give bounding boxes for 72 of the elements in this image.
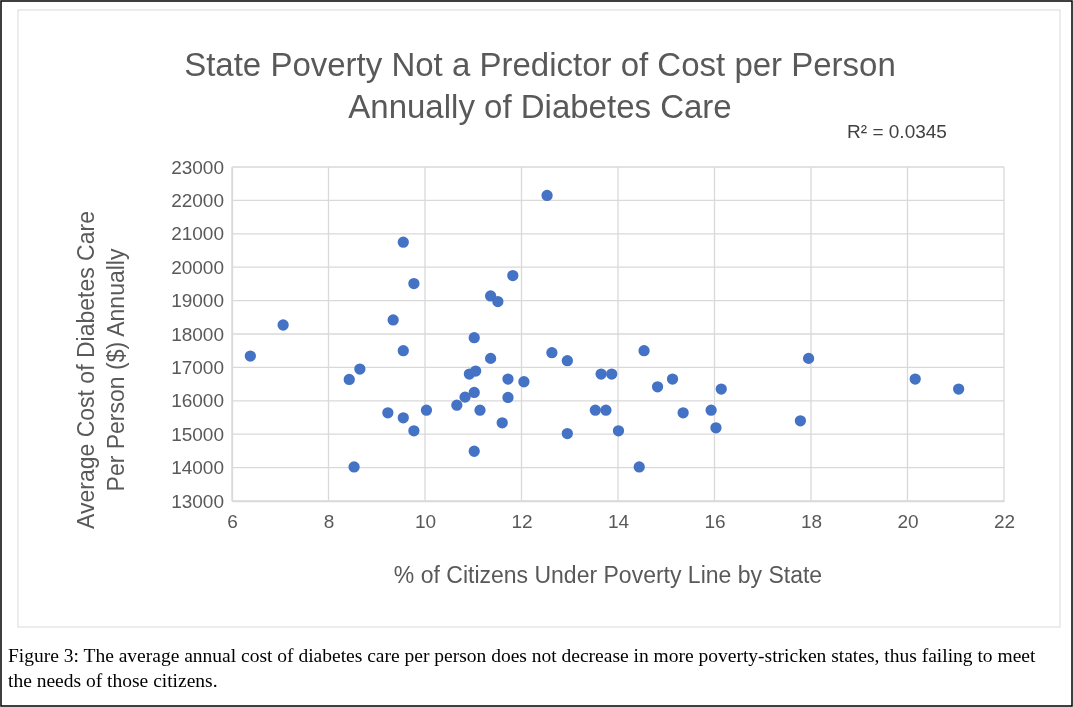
- point: [802, 352, 815, 365]
- x-tick-label: 20: [897, 511, 919, 533]
- caption: Figure 3: The average annual cost of diabetes care per person does not decrease in more poverty-stricken states, thus failing to meet the needs of those citizens.: [8, 645, 1036, 691]
- point: [474, 404, 486, 416]
- point: [651, 381, 664, 393]
- point: [677, 407, 689, 419]
- point: [451, 399, 463, 411]
- point: [546, 347, 558, 359]
- point: [909, 373, 921, 385]
- x-tick-label: 12: [511, 511, 533, 533]
- point: [710, 422, 722, 434]
- point: [492, 295, 504, 308]
- point: [468, 445, 480, 457]
- x-axis-title: % of Citizens Under Poverty Line by State: [393, 562, 823, 588]
- y-tick-label: 17000: [171, 356, 224, 378]
- point: [633, 461, 645, 473]
- y-tick-label: 22000: [171, 189, 224, 211]
- y-tick-label: 21000: [171, 223, 224, 245]
- point: [705, 404, 717, 416]
- point: [244, 350, 256, 362]
- point: [600, 404, 612, 416]
- point: [561, 427, 573, 440]
- y-axis-title: Average Cost of Diabetes Care Per Person ($) Annually: [73, 211, 129, 529]
- x-tick-label: 22: [993, 511, 1016, 533]
- point: [459, 391, 471, 403]
- y-tick-label: 20000: [171, 256, 224, 278]
- point: [496, 417, 508, 429]
- point: [354, 363, 366, 375]
- point: [595, 368, 607, 380]
- x-tick-label: 8: [323, 511, 335, 533]
- point: [277, 319, 289, 331]
- y-tick-label: 16000: [171, 390, 224, 412]
- y-tick-label: 15000: [171, 423, 224, 445]
- point: [541, 189, 553, 202]
- point: [502, 373, 514, 385]
- y-tick-label: 18000: [171, 323, 224, 345]
- point: [612, 425, 625, 437]
- y-tick-label: 14000: [171, 457, 224, 479]
- point: [638, 345, 650, 357]
- point: [387, 314, 399, 326]
- point: [408, 425, 420, 437]
- x-tick-label: 14: [607, 511, 630, 533]
- point: [397, 236, 409, 248]
- point: [468, 386, 480, 399]
- x-tick-label: 16: [704, 511, 726, 533]
- point: [348, 461, 360, 473]
- x-tick-label: 6: [227, 511, 238, 533]
- point: [561, 355, 573, 367]
- point: [953, 383, 965, 395]
- point: [794, 415, 807, 427]
- point: [589, 404, 601, 416]
- point: [468, 332, 480, 344]
- point: [470, 365, 482, 377]
- y-tick-label: 19000: [171, 290, 224, 312]
- point: [484, 290, 497, 302]
- point: [518, 376, 530, 388]
- y-tick-label: 23000: [171, 156, 224, 178]
- point: [343, 373, 355, 386]
- point: [507, 269, 519, 282]
- x-tick-label: 10: [414, 511, 437, 533]
- y-tick-label: 13000: [171, 490, 224, 512]
- point: [715, 383, 727, 395]
- point: [420, 404, 433, 416]
- x-tick-label: 18: [800, 511, 823, 533]
- point: [502, 391, 514, 404]
- point: [397, 412, 409, 424]
- point: [408, 277, 420, 290]
- point: [606, 368, 618, 380]
- point: [666, 373, 679, 385]
- point: [484, 352, 497, 365]
- point: [382, 407, 394, 419]
- point: [397, 345, 409, 357]
